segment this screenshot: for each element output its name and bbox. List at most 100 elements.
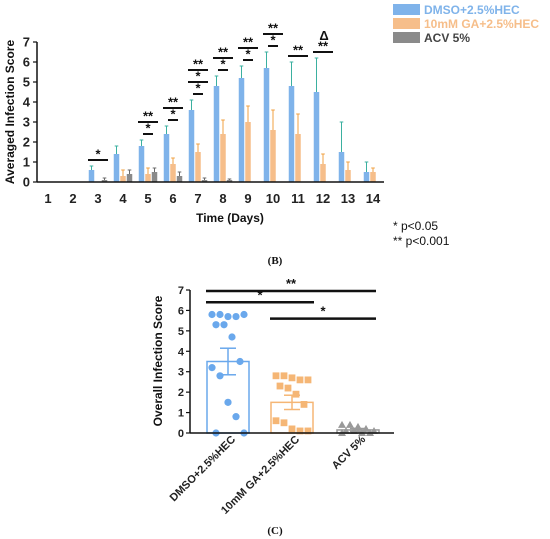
data-point — [296, 427, 304, 435]
b-x-tick-label: 3 — [94, 191, 101, 206]
bar — [370, 172, 376, 182]
bar — [163, 134, 170, 182]
c-sig-label: * — [257, 287, 263, 302]
bar — [345, 170, 351, 182]
bar — [245, 122, 251, 182]
data-point — [288, 374, 296, 382]
b-x-tick-label: 6 — [169, 191, 176, 206]
legend-label: DMSO+2.5%HEC — [424, 3, 520, 17]
data-point — [236, 357, 244, 366]
bar — [313, 92, 320, 182]
b-sig-label: ** — [293, 43, 304, 58]
bar — [363, 172, 370, 182]
bar — [88, 170, 95, 182]
b-sig-label: * — [270, 33, 276, 48]
data-point — [276, 382, 284, 390]
legend-swatch — [393, 32, 420, 43]
b-x-tick-label: 13 — [341, 191, 355, 206]
b-y-tick-label: 7 — [23, 35, 30, 50]
data-point — [228, 333, 236, 341]
c-sig-label: * — [320, 304, 326, 319]
b-sig-label: * — [220, 57, 226, 72]
b-y-tick-label: 2 — [23, 135, 30, 150]
c-y-tick-label: 3 — [178, 367, 184, 379]
legend-label: 10mM GA+2.5%HEC — [424, 17, 539, 31]
bar — [213, 86, 220, 182]
bar — [288, 86, 295, 182]
b-x-tick-label: 5 — [144, 191, 151, 206]
b-y-tick-label: 1 — [23, 155, 30, 170]
b-y-axis-label: Averaged Infection Score — [3, 40, 17, 185]
data-point — [208, 364, 216, 372]
b-sig-label: ** — [168, 95, 179, 110]
b-x-tick-label: 4 — [119, 191, 127, 206]
b-y-tick-label: 0 — [23, 175, 30, 190]
data-point — [350, 426, 358, 434]
bar — [338, 152, 345, 182]
b-sig-label: ** — [218, 45, 229, 60]
bar — [263, 68, 270, 182]
data-point — [272, 372, 280, 380]
b-sig-label: ** — [268, 21, 279, 36]
b-x-tick-label: 11 — [291, 191, 305, 206]
b-sig-label: * — [195, 81, 201, 96]
c-y-tick-label: 5 — [178, 326, 184, 338]
b-x-tick-label: 2 — [69, 191, 76, 206]
bar — [320, 164, 326, 182]
data-point — [288, 425, 296, 433]
b-x-tick-label: 10 — [266, 191, 280, 206]
b-x-tick-label: 1 — [44, 191, 51, 206]
data-point — [232, 312, 240, 321]
caption-b: (B) — [268, 255, 283, 267]
b-y-tick-label: 4 — [23, 95, 31, 110]
b-y-tick-label: 6 — [23, 55, 30, 70]
data-point — [346, 420, 354, 428]
bar — [138, 146, 145, 182]
data-point — [224, 312, 232, 321]
bar — [170, 164, 176, 182]
caption-c: (C) — [267, 525, 283, 537]
bar — [295, 134, 301, 182]
c-y-tick-label: 1 — [178, 408, 184, 420]
b-x-tick-label: 14 — [366, 191, 381, 206]
data-point — [338, 420, 346, 428]
data-point — [280, 419, 288, 427]
c-sig-label: ** — [286, 276, 297, 291]
b-sig-label: * — [145, 121, 151, 136]
c-y-axis-label: Overall Infection Score — [151, 295, 165, 426]
bar — [270, 130, 276, 182]
sig-note-2: ** p<0.001 — [393, 234, 450, 248]
data-point — [304, 376, 312, 384]
data-point — [304, 427, 312, 435]
c-y-tick-label: 4 — [178, 346, 185, 358]
b-x-axis-label: Time (Days) — [196, 211, 264, 225]
data-point — [280, 372, 288, 380]
bar — [220, 134, 226, 182]
c-x-tick-label: DMSO+2.5%HEC — [168, 434, 239, 505]
b-x-tick-label: 9 — [244, 191, 251, 206]
b-y-tick-label: 3 — [23, 115, 30, 130]
b-sig-label: * — [245, 47, 251, 62]
data-point — [216, 372, 224, 380]
data-point — [208, 310, 216, 319]
legend-label: ACV 5% — [424, 31, 470, 45]
b-sig-label: ** — [193, 57, 204, 72]
c-y-tick-label: 0 — [178, 428, 184, 440]
bar — [176, 176, 183, 182]
legend-swatch — [393, 18, 420, 29]
bar — [126, 174, 133, 182]
b-sig-extra: Δ — [319, 28, 328, 43]
b-sig-label: * — [170, 107, 176, 122]
data-point — [224, 398, 232, 406]
bar — [120, 176, 126, 182]
data-point — [362, 424, 370, 432]
b-sig-label: * — [195, 69, 201, 84]
b-sig-label: ** — [243, 35, 254, 50]
bar — [113, 154, 120, 182]
data-point — [354, 422, 362, 430]
data-point — [284, 384, 292, 392]
